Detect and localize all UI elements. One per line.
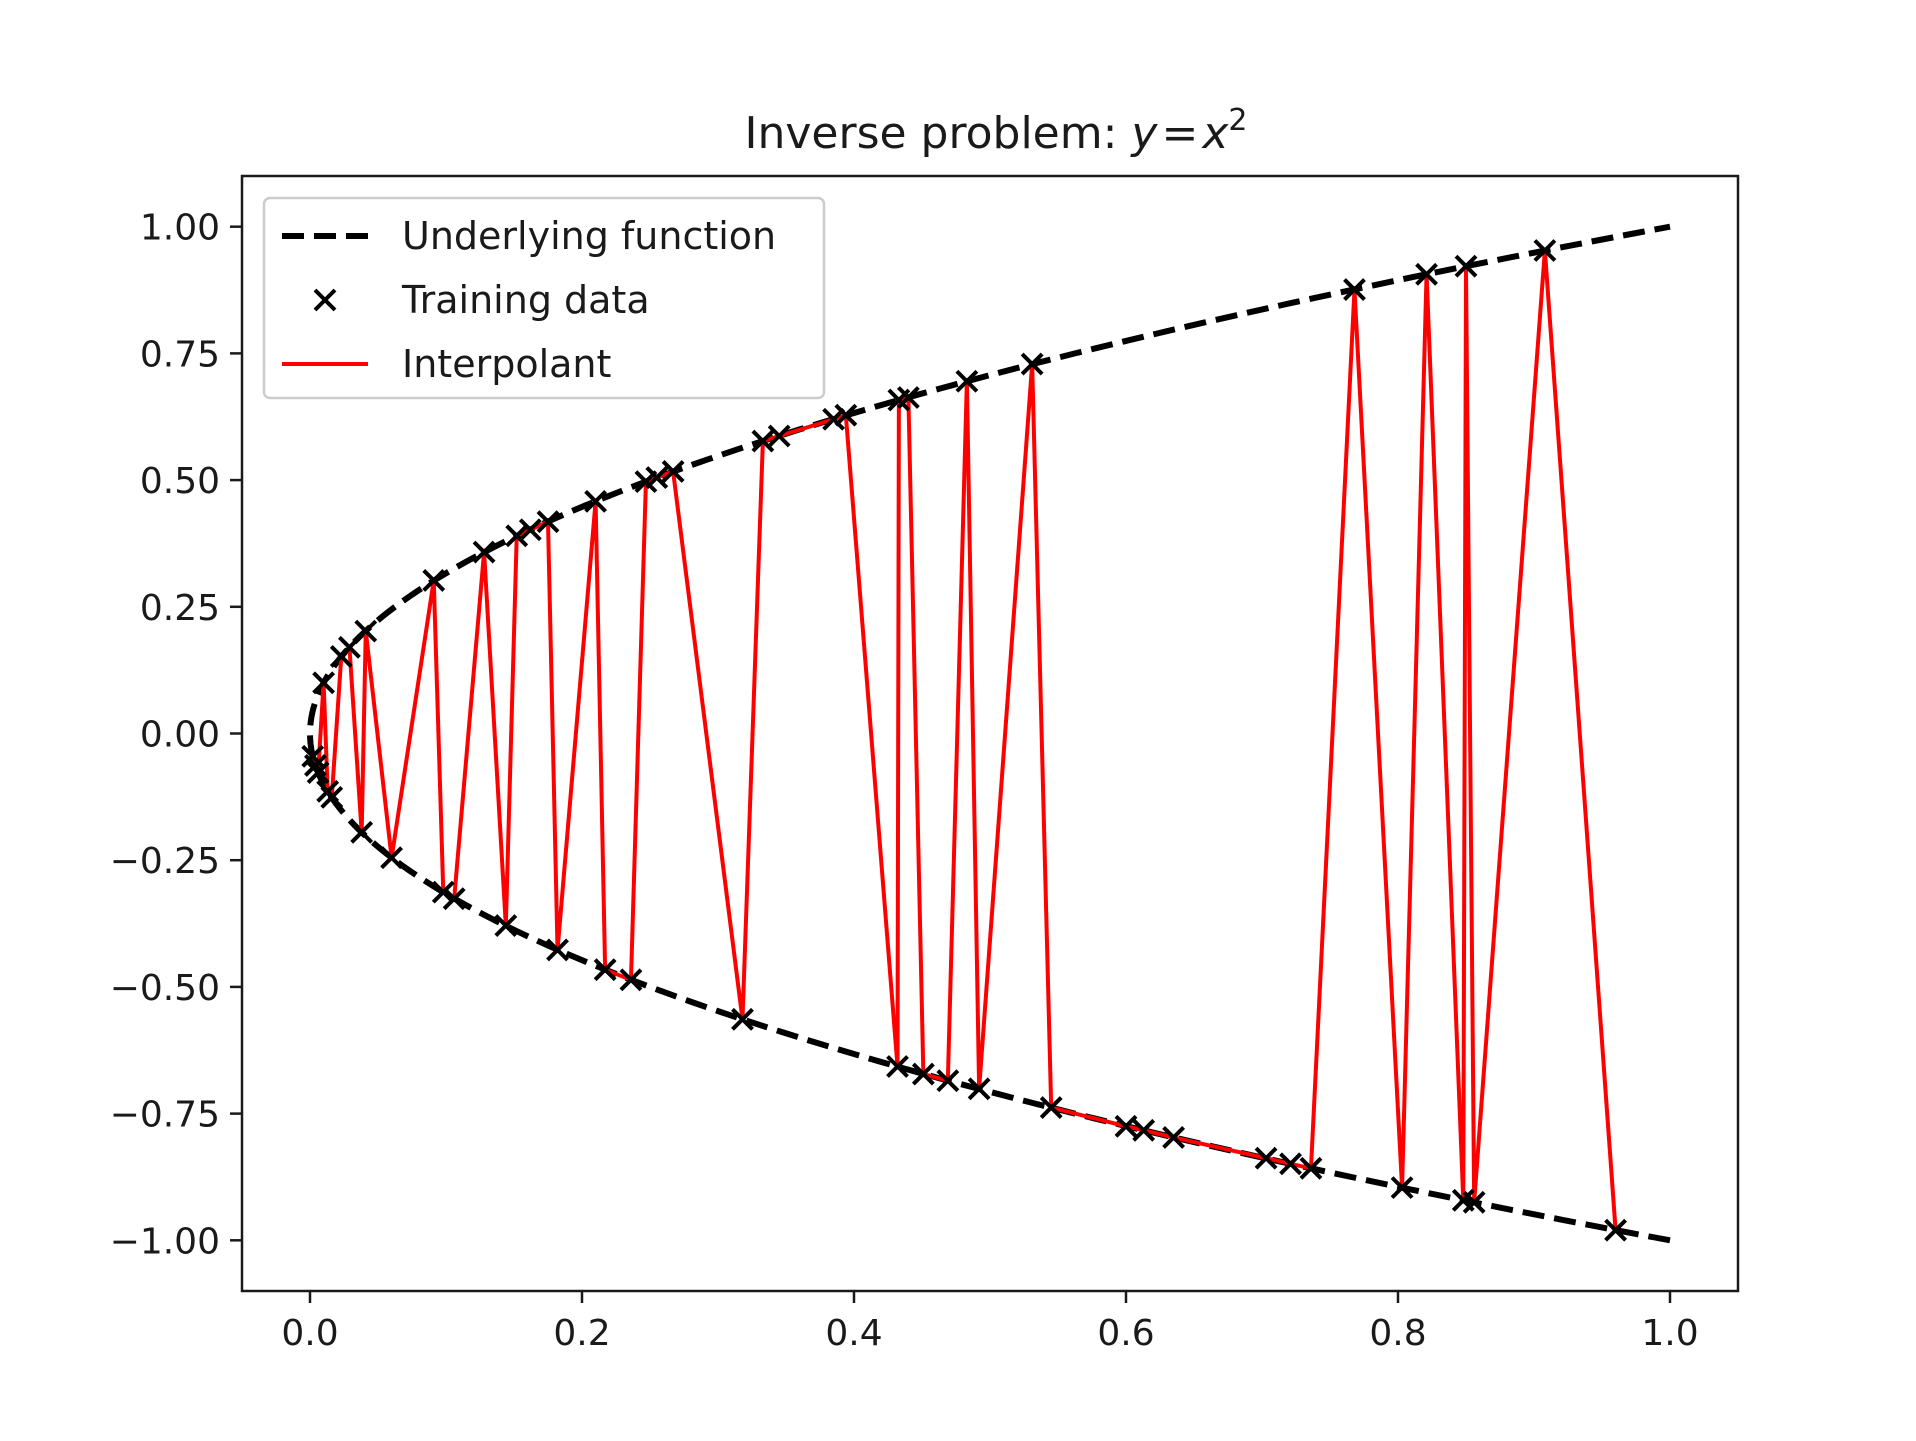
x-tick-label: 0.0 <box>281 1313 338 1354</box>
data-point <box>301 744 325 768</box>
legend-label: Training data <box>401 278 650 322</box>
y-tick-label: 0.25 <box>140 588 220 629</box>
title-text: Inverse problem: <box>745 108 1132 159</box>
data-point <box>1279 1152 1302 1176</box>
legend-label: Interpolant <box>402 342 611 386</box>
data-point <box>472 540 496 564</box>
data-point <box>584 489 608 513</box>
title-math-equals: = <box>1161 108 1198 159</box>
underlying-function-line <box>306 223 1671 1244</box>
data-point <box>661 460 685 483</box>
title-math-x: x <box>1200 108 1229 159</box>
data-point <box>494 914 518 937</box>
data-point <box>751 429 775 453</box>
data-point <box>1451 1188 1475 1212</box>
y-tick-label: −0.50 <box>110 968 220 1009</box>
data-point <box>1299 1156 1323 1180</box>
data-point <box>1254 1146 1278 1170</box>
data-point <box>1114 1114 1138 1138</box>
y-tick-label: 0.75 <box>140 334 220 375</box>
data-point <box>442 887 466 911</box>
legend: Underlying function Training data Interpol… <box>262 196 826 400</box>
data-point <box>1020 352 1044 376</box>
data-point <box>380 846 404 870</box>
legend-handle-training-data <box>313 288 337 312</box>
y-tick-label: −0.25 <box>110 841 220 882</box>
training-data-markers <box>301 239 1628 1242</box>
data-point <box>546 938 569 962</box>
legend-label: Underlying function <box>402 214 776 258</box>
data-point <box>329 645 353 668</box>
data-point <box>422 569 446 592</box>
x-tick-label: 0.4 <box>825 1313 882 1354</box>
title-math-y: y <box>1129 108 1158 159</box>
data-point <box>1415 262 1438 286</box>
data-point <box>834 403 858 427</box>
data-point <box>536 510 560 534</box>
data-point <box>316 779 340 803</box>
data-point <box>911 1062 935 1086</box>
data-point <box>518 518 542 542</box>
data-point <box>634 470 658 494</box>
data-point <box>1039 1096 1063 1119</box>
plot-series-group <box>301 223 1671 1244</box>
data-point <box>593 958 617 982</box>
x-tick-label: 1.0 <box>1641 1313 1698 1354</box>
data-point <box>431 880 455 904</box>
data-point <box>731 1007 754 1031</box>
data-point <box>936 1069 960 1093</box>
y-tick-label: −0.75 <box>110 1095 220 1136</box>
data-point <box>886 1055 909 1078</box>
data-point <box>822 407 846 431</box>
y-tick-label: 0.00 <box>140 715 220 756</box>
data-point <box>967 1077 991 1101</box>
data-point <box>887 388 911 412</box>
data-point <box>1604 1218 1628 1242</box>
axes: 0.0 0.2 0.4 0.6 0.8 1.0 1.00 0.75 0.50 0.25 0.00 −0… <box>110 174 1740 1354</box>
data-point <box>955 369 979 393</box>
x-tick-label: 0.2 <box>553 1313 610 1354</box>
data-point <box>1454 254 1478 278</box>
data-point <box>1132 1118 1156 1142</box>
data-point <box>1533 239 1557 262</box>
y-tick-label: 0.50 <box>140 461 220 502</box>
data-point <box>350 820 374 844</box>
chart-title: Inverse problem: y=x2 <box>745 103 1248 159</box>
title-math-exponent: 2 <box>1228 103 1247 138</box>
data-point <box>312 671 336 695</box>
data-point <box>1343 278 1366 301</box>
data-point <box>505 524 529 548</box>
plot-area <box>301 223 1671 1244</box>
x-tick-label: 0.8 <box>1369 1313 1426 1354</box>
x-tick-label: 0.6 <box>1097 1313 1154 1354</box>
data-point <box>619 968 643 992</box>
data-point <box>1390 1176 1414 1200</box>
data-point <box>1162 1126 1186 1149</box>
data-point <box>767 424 791 448</box>
y-tick-label: 1.00 <box>140 208 220 249</box>
y-tick-label: −1.00 <box>110 1221 220 1262</box>
legend-box <box>262 196 826 400</box>
data-point <box>306 761 330 784</box>
